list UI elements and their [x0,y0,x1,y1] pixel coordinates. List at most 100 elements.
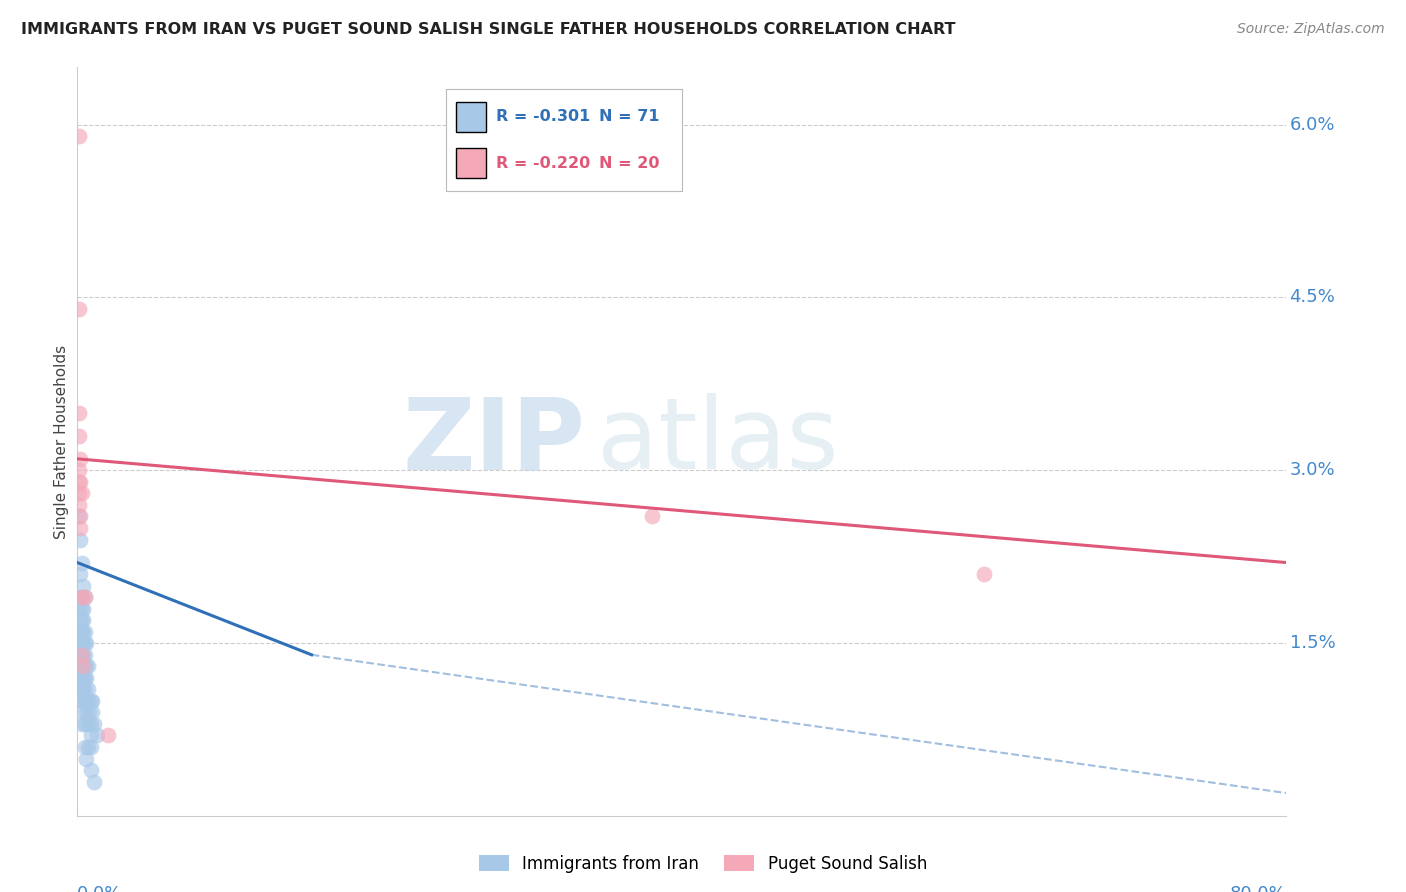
Point [83,717,105,731]
Point [67,509,90,524]
Point [67,671,90,685]
Point [70,648,93,662]
Point [77,717,100,731]
Point [86,729,108,743]
Point [70,624,93,639]
Point [75,751,97,765]
Point [80,694,103,708]
Point [72,648,94,662]
Point [69,475,91,489]
Point [73,717,96,731]
Point [75,671,97,685]
Point [72,579,94,593]
Point [77,682,100,697]
Point [67,429,90,443]
Point [69,567,91,582]
Point [973,567,995,582]
Point [70,601,93,615]
Text: 4.5%: 4.5% [1289,288,1336,307]
Point [70,590,93,604]
Point [69,624,91,639]
Point [72,624,94,639]
Point [73,694,96,708]
Point [72,636,94,650]
Point [67,498,90,512]
Point [67,624,90,639]
Point [67,129,90,144]
Point [96,729,118,743]
Point [67,648,90,662]
Point [73,624,96,639]
Point [67,301,90,316]
Point [82,694,104,708]
Point [72,659,94,673]
Point [82,706,104,720]
Point [67,463,90,477]
Text: 1.5%: 1.5% [1289,634,1336,652]
Point [67,475,90,489]
Y-axis label: Single Father Households: Single Father Households [53,344,69,539]
Point [69,533,91,547]
Point [70,671,93,685]
Text: 6.0%: 6.0% [1289,116,1336,134]
Point [67,486,90,500]
Text: IMMIGRANTS FROM IRAN VS PUGET SOUND SALISH SINGLE FATHER HOUSEHOLDS CORRELATION : IMMIGRANTS FROM IRAN VS PUGET SOUND SALI… [21,22,956,37]
Point [70,590,93,604]
Point [83,774,105,789]
Point [73,590,96,604]
Point [70,717,93,731]
Point [72,613,94,627]
Point [72,671,94,685]
Point [70,636,93,650]
Point [69,636,91,650]
Point [69,613,91,627]
Point [70,556,93,570]
Text: 3.0%: 3.0% [1289,461,1336,479]
Point [77,739,100,754]
Point [80,763,103,777]
Point [73,659,96,673]
Point [80,739,103,754]
Point [72,694,94,708]
Point [73,648,96,662]
Point [69,659,91,673]
Point [70,682,93,697]
Point [75,706,97,720]
Point [80,729,103,743]
Point [73,682,96,697]
Point [75,694,97,708]
Text: atlas: atlas [598,393,839,490]
Point [79,706,101,720]
Point [75,636,97,650]
Text: Source: ZipAtlas.com: Source: ZipAtlas.com [1237,22,1385,37]
Point [69,671,91,685]
Point [72,706,94,720]
Text: 80.0%: 80.0% [1230,886,1286,892]
Text: ZIP: ZIP [402,393,585,490]
Point [73,739,96,754]
Point [69,590,91,604]
Point [69,451,91,466]
Point [70,613,93,627]
Point [67,636,90,650]
Text: 0.0%: 0.0% [77,886,122,892]
Point [77,694,100,708]
Point [73,671,96,685]
Point [69,509,91,524]
Point [67,406,90,420]
Point [70,694,93,708]
Point [69,648,91,662]
Point [69,521,91,535]
Point [69,682,91,697]
Point [70,659,93,673]
Point [80,717,103,731]
Point [73,590,96,604]
Point [70,648,93,662]
Point [72,659,94,673]
Point [72,682,94,697]
Point [67,601,90,615]
Point [77,659,100,673]
Point [73,636,96,650]
Point [72,601,94,615]
Point [70,486,93,500]
